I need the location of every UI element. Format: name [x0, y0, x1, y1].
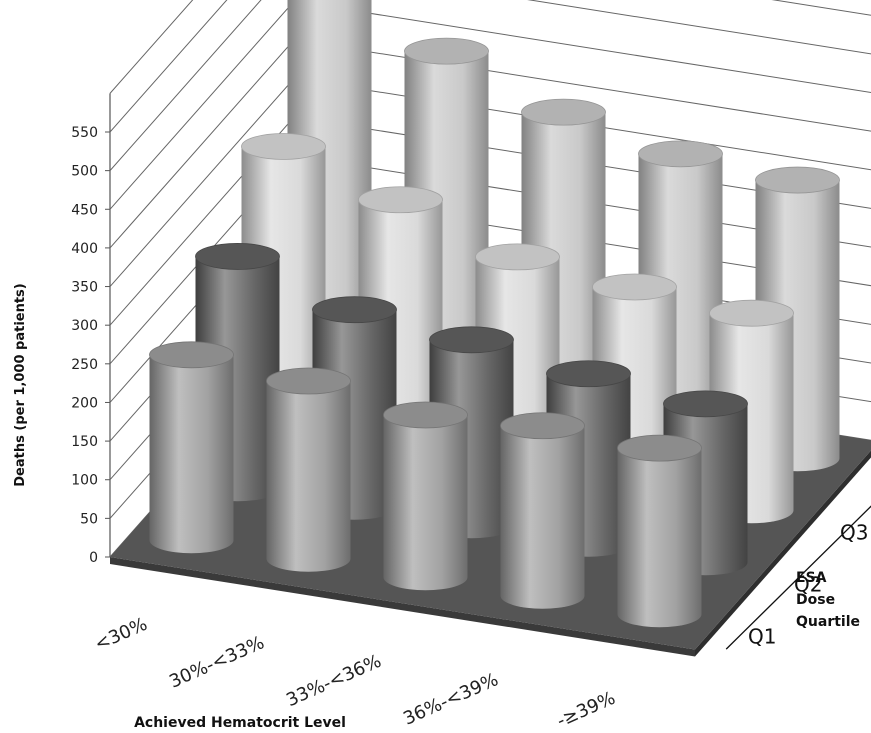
x-category-label: 30%-<33% [166, 632, 267, 693]
gridline [109, 0, 194, 94]
gridline [109, 0, 871, 133]
floor-side-edge [695, 450, 871, 657]
y-tick-label: 100 [71, 473, 98, 489]
z-axis-arrow [725, 505, 871, 650]
bar-body [500, 425, 585, 609]
z-axis-label-line: Dose [796, 592, 835, 608]
bar-Q1-1 [149, 341, 234, 554]
y-tick-label: 50 [80, 511, 98, 527]
bar-top [241, 133, 326, 160]
bar-Q1-4 [500, 412, 585, 609]
y-axis-ticks: 0 50 100 150 200 250 300 350 400 450 500 550 [71, 125, 110, 566]
bar-top [546, 360, 631, 388]
gridline [109, 0, 871, 171]
bar-top [755, 166, 840, 194]
bar-Q1-5 [617, 434, 702, 628]
bar-top [521, 98, 606, 126]
x-category-label: 36%-<39% [400, 669, 501, 730]
x-category-label: -≥39% [554, 688, 619, 732]
bar-top [429, 326, 514, 354]
bar-top [312, 296, 397, 324]
y-tick-label: 500 [71, 164, 98, 180]
y-tick-label: 200 [71, 395, 98, 411]
z-axis-label-line: Quartile [796, 614, 860, 630]
x-category-label: 33%-<36% [283, 651, 384, 712]
bar-top [663, 390, 748, 418]
y-tick-label: 300 [71, 318, 98, 334]
bar-body [383, 414, 468, 591]
bar-top [709, 299, 794, 327]
bar-top [266, 367, 351, 395]
bar-top [149, 341, 234, 369]
bar-body [149, 354, 234, 554]
y-tick-label: 350 [71, 280, 98, 296]
y-tick-label: 450 [71, 202, 98, 218]
x-axis-label: Achieved Hematocrit Level [134, 715, 346, 731]
y-tick-label: 150 [71, 434, 98, 450]
bar-Q1-3 [383, 401, 468, 591]
bar-top [404, 37, 489, 65]
bar-top [592, 273, 677, 301]
bar-top [475, 243, 560, 271]
y-tick-label: 550 [71, 125, 98, 141]
bar-top [638, 140, 723, 168]
bar-top [358, 186, 443, 214]
bar-top [383, 401, 468, 429]
z-category-label: Q1 [748, 625, 776, 649]
y-tick-label: 250 [71, 357, 98, 373]
axis-labels: Deaths (per 1,000 patients) Achieved Hema… [13, 283, 860, 731]
x-category-label: <30% [92, 614, 151, 656]
bar-top [617, 434, 702, 462]
bar-top [195, 243, 280, 270]
y-tick-label: 400 [71, 241, 98, 257]
y-axis-label: Deaths (per 1,000 patients) [13, 283, 28, 486]
bar-body [617, 448, 702, 628]
floor-front-edge [110, 557, 695, 657]
chart-bars [149, 0, 840, 628]
bar-body [266, 381, 351, 572]
z-category-label: Q2 [794, 573, 822, 597]
z-axis-categories: Q1Q2Q3Q4 [725, 505, 871, 650]
y-tick-label: 0 [89, 550, 98, 566]
z-axis-label-line: ESA [796, 570, 827, 586]
bar-Q1-2 [266, 367, 351, 572]
bar-top [500, 412, 585, 440]
